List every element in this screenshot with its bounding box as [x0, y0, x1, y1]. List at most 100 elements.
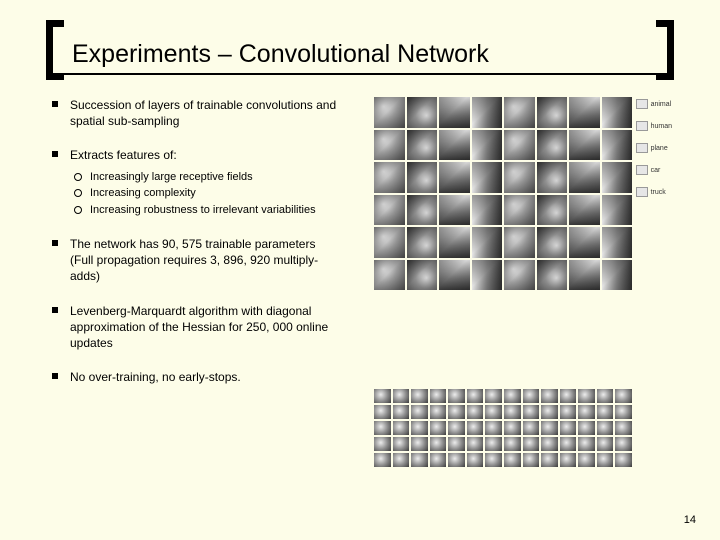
feature-tile	[439, 227, 470, 258]
strip-tile	[504, 405, 521, 419]
bullet-item: Levenberg-Marquardt algorithm with diago…	[48, 303, 338, 352]
feature-tile	[504, 97, 535, 128]
side-label: human	[636, 121, 672, 131]
feature-tile	[569, 260, 600, 291]
side-label: truck	[636, 187, 672, 197]
content-row: Succession of layers of trainable convol…	[48, 97, 672, 467]
side-label: car	[636, 165, 672, 175]
feature-tile	[537, 195, 568, 226]
strip-tile	[560, 421, 577, 435]
feature-map-figure: animal human plane car truck	[374, 97, 672, 467]
feature-tile	[439, 97, 470, 128]
feature-tile	[602, 162, 633, 193]
bullet-item: Succession of layers of trainable convol…	[48, 97, 338, 129]
strip-tile	[578, 405, 595, 419]
feature-tile	[374, 227, 405, 258]
strip-tile	[504, 389, 521, 403]
sub-bullet-item: Increasing robustness to irrelevant vari…	[70, 203, 338, 218]
strip-tile	[485, 421, 502, 435]
strip-tile	[560, 453, 577, 467]
page-number: 14	[684, 514, 696, 526]
strip-tile	[448, 389, 465, 403]
strip-tile	[393, 453, 410, 467]
feature-tile	[472, 97, 503, 128]
feature-tile	[407, 97, 438, 128]
bracket-right-icon	[656, 20, 674, 80]
strip-tile	[448, 405, 465, 419]
strip-tile	[523, 405, 540, 419]
feature-tile	[472, 195, 503, 226]
feature-tile	[374, 195, 405, 226]
feature-tile	[504, 162, 535, 193]
bullet-text: Levenberg-Marquardt algorithm with diago…	[70, 304, 328, 350]
strip-tile	[430, 437, 447, 451]
feature-tile	[602, 227, 633, 258]
feature-tile	[407, 162, 438, 193]
feature-tile	[472, 227, 503, 258]
feature-tile	[374, 162, 405, 193]
feature-tile	[472, 260, 503, 291]
side-label: animal	[636, 99, 672, 109]
strip-tile	[374, 437, 391, 451]
bullet-text: No over-training, no early-stops.	[70, 370, 241, 384]
feature-tile	[504, 227, 535, 258]
feature-tile	[602, 130, 633, 161]
feature-tile	[602, 260, 633, 291]
strip-tile	[374, 405, 391, 419]
feature-grid	[374, 97, 632, 290]
feature-tile	[504, 195, 535, 226]
strip-tile	[430, 453, 447, 467]
side-label: plane	[636, 143, 672, 153]
strip-tile	[411, 453, 428, 467]
strip-tile	[578, 437, 595, 451]
strip-tile	[541, 405, 558, 419]
strip-tile	[430, 421, 447, 435]
feature-tile	[537, 260, 568, 291]
feature-tile	[407, 227, 438, 258]
strip-tile	[597, 453, 614, 467]
strip-row	[374, 453, 632, 467]
strip-tile	[393, 437, 410, 451]
feature-tile	[374, 260, 405, 291]
strip-tile	[467, 389, 484, 403]
feature-tile	[569, 97, 600, 128]
feature-tile	[439, 195, 470, 226]
bullet-text: The network has 90, 575 trainable parame…	[70, 237, 318, 283]
strip-tile	[467, 453, 484, 467]
strip-tile	[485, 389, 502, 403]
strip-tile	[393, 389, 410, 403]
feature-tile	[439, 162, 470, 193]
strip-tile	[615, 389, 632, 403]
strip-tile	[597, 389, 614, 403]
strip-tile	[448, 421, 465, 435]
strip-tile	[578, 453, 595, 467]
strip-tile	[615, 405, 632, 419]
feature-tile	[407, 130, 438, 161]
feature-tile	[504, 260, 535, 291]
feature-strip	[374, 389, 632, 467]
strip-tile	[560, 437, 577, 451]
strip-tile	[578, 389, 595, 403]
feature-tile	[407, 260, 438, 291]
strip-tile	[467, 421, 484, 435]
feature-tile	[374, 130, 405, 161]
strip-tile	[393, 421, 410, 435]
feature-tile	[537, 227, 568, 258]
strip-tile	[411, 421, 428, 435]
strip-tile	[560, 405, 577, 419]
feature-tile	[374, 97, 405, 128]
bullet-text: Succession of layers of trainable convol…	[70, 98, 336, 128]
feature-tile	[537, 97, 568, 128]
strip-tile	[448, 453, 465, 467]
slide-title: Experiments – Convolutional Network	[48, 40, 672, 75]
figure-side-labels: animal human plane car truck	[636, 99, 672, 197]
strip-tile	[560, 389, 577, 403]
feature-tile	[504, 130, 535, 161]
strip-tile	[393, 405, 410, 419]
title-wrap: Experiments – Convolutional Network	[48, 40, 672, 75]
strip-tile	[467, 405, 484, 419]
strip-tile	[374, 421, 391, 435]
feature-tile	[472, 130, 503, 161]
strip-tile	[597, 405, 614, 419]
strip-tile	[504, 453, 521, 467]
